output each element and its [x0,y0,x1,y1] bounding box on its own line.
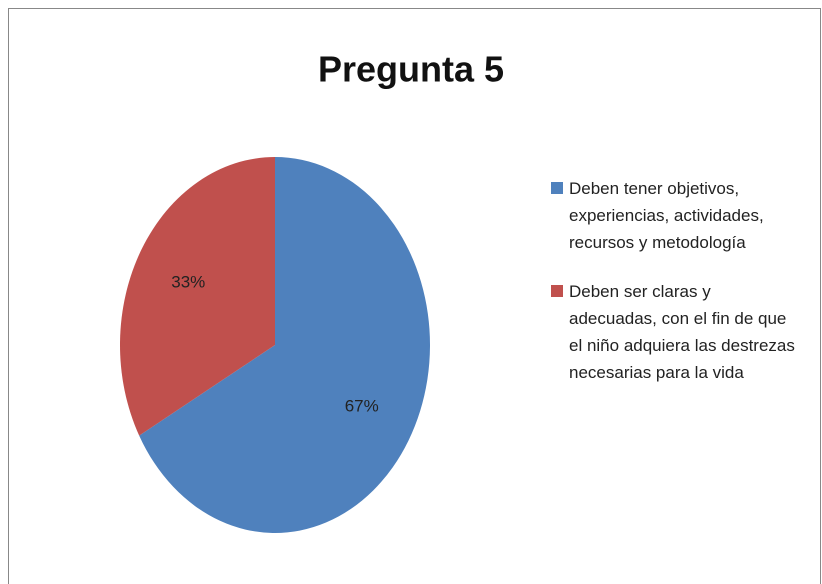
chart-title: Pregunta 5 [318,49,504,90]
legend-swatch [551,285,563,297]
legend-label: Deben ser claras y adecuadas, con el fin… [569,282,795,382]
legend: Deben tener objetivos, experiencias, act… [551,175,801,408]
data-label: 67% [345,397,379,416]
legend-label: Deben tener objetivos, experiencias, act… [569,179,764,252]
pie-slice [139,157,430,533]
data-label: 33% [171,272,205,291]
legend-item: Deben tener objetivos, experiencias, act… [551,175,801,256]
legend-item: Deben ser claras y adecuadas, con el fin… [551,278,801,386]
pie-slice [120,157,276,436]
legend-swatch [551,182,563,194]
